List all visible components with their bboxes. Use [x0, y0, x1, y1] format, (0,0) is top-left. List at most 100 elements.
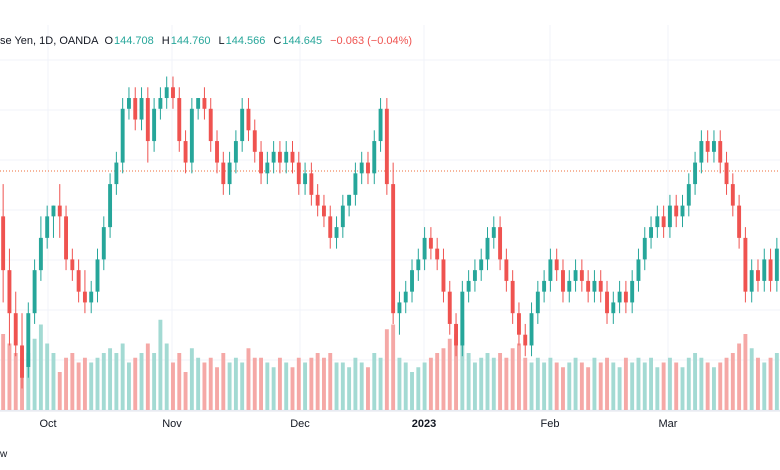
volume-bar — [13, 353, 18, 410]
volume-bar — [322, 357, 326, 410]
candle-body — [472, 270, 477, 281]
volume-bar — [705, 362, 710, 410]
volume-bar — [101, 353, 106, 410]
volume-bar — [89, 362, 94, 410]
volume-bar — [605, 357, 609, 410]
volume-bar — [139, 353, 144, 410]
volume-bar — [749, 348, 754, 410]
volume-bar — [32, 338, 37, 410]
volume-bar — [114, 353, 119, 410]
candle-body — [340, 205, 345, 228]
low-value: 144.566 — [225, 35, 266, 47]
volume-bar — [504, 357, 509, 410]
candle-body — [378, 108, 383, 142]
candle-body — [756, 270, 760, 281]
volume-bar — [303, 362, 308, 410]
volume-bar — [667, 357, 672, 410]
volume-bar — [277, 357, 282, 410]
volume-bar — [466, 353, 471, 410]
open-label: O — [104, 35, 114, 47]
candle-body — [76, 270, 81, 292]
candle-body — [579, 270, 584, 281]
volume-bar — [680, 367, 685, 410]
volume-bar — [95, 357, 100, 410]
candle-body — [416, 259, 421, 271]
candle-body — [498, 227, 503, 260]
candle-body — [366, 162, 370, 174]
candle-body — [667, 205, 672, 228]
volume-bar — [699, 357, 704, 410]
close-label: C — [273, 35, 282, 47]
close-value: 144.645 — [282, 35, 323, 47]
volume-bar — [202, 362, 207, 410]
volume-bar — [26, 353, 31, 410]
volume-bar — [649, 357, 653, 410]
candle-body — [623, 291, 628, 303]
candle-body — [334, 227, 339, 238]
candle-body — [680, 205, 685, 217]
volume-bar — [57, 372, 62, 410]
candle-body — [51, 205, 56, 217]
candle-body — [70, 259, 75, 271]
volume-bar — [177, 353, 182, 410]
open-value: 144.708 — [114, 35, 154, 47]
candle-body — [598, 280, 603, 292]
volume-bar — [127, 362, 131, 410]
candle-body — [315, 194, 320, 206]
volume-bar — [743, 334, 748, 410]
candle-body — [384, 108, 389, 185]
volume-bar — [661, 362, 666, 410]
volume-bar — [1, 334, 6, 410]
volume-bar — [208, 357, 213, 410]
candle-body — [171, 87, 175, 99]
volume-bar — [756, 357, 760, 410]
candle-body — [561, 270, 565, 292]
volume-bar — [309, 357, 314, 410]
volume-bar — [428, 357, 433, 410]
volume-bar — [189, 348, 194, 410]
candle-body — [774, 248, 779, 281]
candle-body — [636, 259, 641, 281]
footer-text: w — [0, 449, 8, 460]
candle-body — [586, 280, 591, 292]
volume-bar — [460, 319, 465, 410]
candle-body — [611, 302, 616, 314]
candle-body — [649, 227, 653, 238]
volume-bar — [592, 357, 597, 410]
volume-bar — [573, 357, 578, 410]
volume-bar — [712, 367, 716, 410]
volume-bar — [730, 353, 735, 410]
candle-body — [145, 98, 150, 142]
volume-bar — [38, 324, 43, 410]
candle-body — [277, 151, 282, 163]
volume-bar — [108, 348, 113, 410]
volume-bar — [636, 357, 641, 410]
candle-body — [422, 237, 427, 260]
candle-body — [7, 270, 12, 314]
volume-bar — [598, 362, 603, 410]
candle-body — [762, 259, 767, 281]
change-value: −0.063 (−0.04%) — [330, 35, 413, 47]
volume-bar — [617, 367, 622, 410]
volume-bar — [422, 362, 427, 410]
candle-body — [202, 98, 207, 109]
volume-bar — [435, 353, 440, 410]
candle-body — [466, 280, 471, 292]
volume-bar — [290, 367, 295, 410]
volume-bar — [403, 362, 408, 410]
volume-bar — [171, 362, 175, 410]
candle-body — [246, 108, 251, 131]
volume-bar — [340, 362, 345, 410]
candle-body — [139, 98, 144, 120]
volume-bar — [410, 372, 414, 410]
volume-bar — [296, 357, 301, 410]
candle-body — [535, 291, 540, 314]
volume-bar — [353, 357, 358, 410]
volume-bar — [259, 357, 263, 410]
candle-body — [397, 302, 402, 314]
candle-body — [303, 173, 308, 185]
candle-body — [101, 227, 106, 260]
candle-body — [158, 98, 163, 109]
